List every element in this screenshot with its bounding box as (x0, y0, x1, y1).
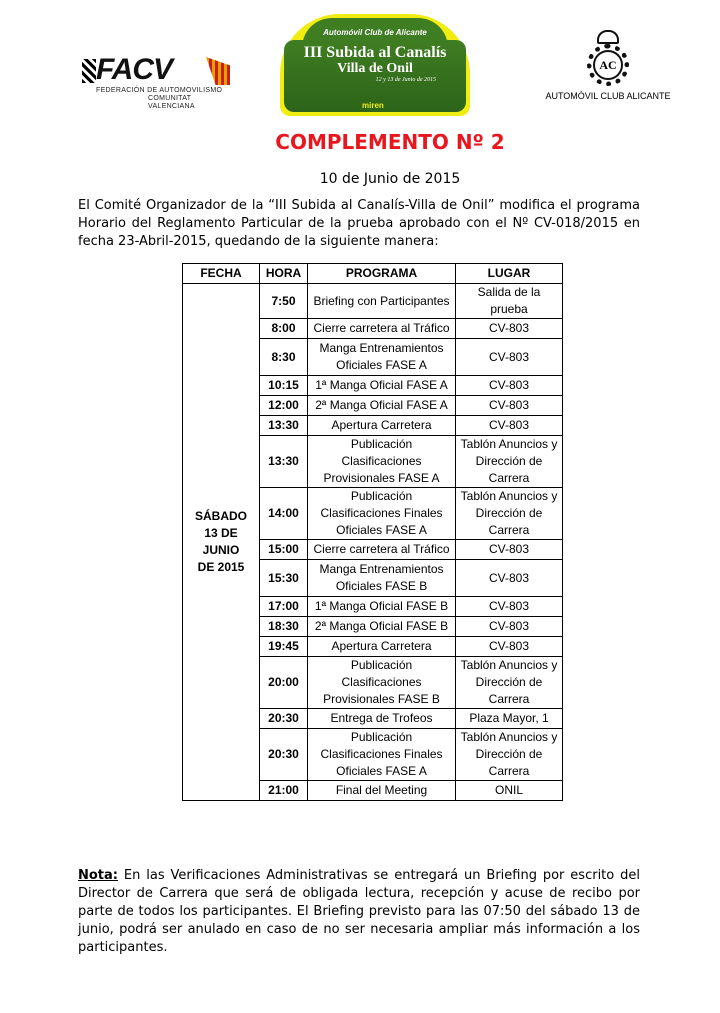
programa-cell: Publicación Clasificaciones Finales Ofic… (307, 487, 457, 540)
hora-cell: 13:30 (259, 415, 309, 436)
table-row: 20:30 Entrega de Trofeos Plaza Mayor, 1 (183, 708, 563, 729)
facv-logo: FACV FEDERACIÓN DE AUTOMOVILISMO COMUNIT… (82, 53, 232, 110)
gear-icon (587, 44, 629, 86)
lugar-cell: Tablón Anuncios y Dirección de Carrera (455, 656, 563, 709)
ac-monogram-icon: AC (593, 50, 623, 80)
facv-subtitle-1: FEDERACIÓN DE AUTOMOVILISMO (96, 87, 223, 94)
club-caption: AUTOMÓVIL CLUB ALICANTE (545, 91, 671, 101)
hora-cell: 14:00 (259, 487, 309, 540)
programa-cell: Apertura Carretera (307, 636, 457, 657)
event-plate-logo: III Subida al Canalís Villa de Onil 12 y… (280, 14, 470, 116)
plate-body: III Subida al Canalís Villa de Onil 12 y… (284, 40, 466, 112)
hora-cell: 15:30 (259, 559, 309, 597)
hora-cell: 19:45 (259, 636, 309, 657)
plate-organizer: Automóvil Club de Alicante (323, 28, 427, 37)
hora-cell: 10:15 (259, 375, 309, 396)
header-fecha: FECHA (181, 263, 261, 284)
lugar-cell: CV-803 (455, 395, 563, 416)
checkered-flag-icon (82, 59, 96, 83)
schedule-table: FECHA HORA PROGRAMA LUGAR SÁBADO 13 DE J… (181, 263, 563, 801)
hora-cell: 8:00 (259, 318, 309, 339)
programa-cell: 2ª Manga Oficial FASE A (307, 395, 457, 416)
table-row: 21:00 Final del Meeting ONIL (183, 780, 563, 801)
lugar-cell: CV-803 (455, 375, 563, 396)
hora-cell: 13:30 (259, 435, 309, 488)
programa-cell: Final del Meeting (307, 780, 457, 801)
plate-sponsor: miren (362, 101, 384, 110)
hora-cell: 20:30 (259, 728, 309, 781)
table-row: 20:00 Publicación Clasificaciones Provisi… (183, 656, 563, 709)
table-row: SÁBADO 13 DE JUNIO DE 2015 7:50 Briefing c… (181, 283, 563, 801)
lugar-cell: CV-803 (455, 539, 563, 560)
table-row: 8:00 Cierre carretera al Tráfico CV-803 (183, 318, 563, 339)
lugar-cell: CV-803 (455, 596, 563, 617)
table-row: 17:00 1ª Manga Oficial FASE B CV-803 (183, 596, 563, 617)
table-row: 13:30 Apertura Carretera CV-803 (183, 415, 563, 436)
lugar-cell: Tablón Anuncios y Dirección de Carrera (455, 435, 563, 488)
table-row: 8:30 Manga Entrenamientos Oficiales FASE … (183, 338, 563, 376)
crown-icon (597, 30, 619, 44)
programa-cell: Apertura Carretera (307, 415, 457, 436)
lugar-cell: CV-803 (455, 318, 563, 339)
programa-cell: Publicación Clasificaciones Provisionale… (307, 435, 457, 488)
table-row: 14:00 Publicación Clasificaciones Finales… (183, 487, 563, 540)
programa-cell: Cierre carretera al Tráfico (307, 318, 457, 339)
hora-cell: 18:30 (259, 616, 309, 637)
lugar-cell: ONIL (455, 780, 563, 801)
facv-wordmark: FACV (96, 53, 173, 86)
programa-cell: 1ª Manga Oficial FASE B (307, 596, 457, 617)
table-row: 19:45 Apertura Carretera CV-803 (183, 636, 563, 657)
note-text: En las Verificaciones Administrativas se… (78, 868, 640, 955)
hora-cell: 12:00 (259, 395, 309, 416)
header-programa: PROGRAMA (307, 263, 457, 284)
programa-cell: 1ª Manga Oficial FASE A (307, 375, 457, 396)
header-hora: HORA (259, 263, 309, 284)
programa-cell: Briefing con Participantes (307, 283, 457, 319)
table-header-row: FECHA HORA PROGRAMA LUGAR (181, 263, 563, 284)
programa-cell: Publicación Clasificaciones Finales Ofic… (307, 728, 457, 781)
automovil-club-logo: AC (585, 30, 631, 90)
plate-title-1: III Subida al Canalís (303, 44, 447, 61)
hora-cell: 20:00 (259, 656, 309, 709)
table-row: 15:00 Cierre carretera al Tráfico CV-803 (183, 539, 563, 560)
lugar-cell: CV-803 (455, 616, 563, 637)
intro-paragraph: El Comité Organizador de la “III Subida … (78, 198, 640, 249)
programa-cell: Entrega de Trofeos (307, 708, 457, 729)
plate-dates: 12 y 13 de Junio de 2015 (375, 77, 436, 83)
table-row: 13:30 Publicación Clasificaciones Provisi… (183, 435, 563, 488)
document-date: 10 de Junio de 2015 (319, 171, 461, 187)
programa-cell: Manga Entrenamientos Oficiales FASE A (307, 338, 457, 376)
lugar-cell: Tablón Anuncios y Dirección de Carrera (455, 728, 563, 781)
hora-cell: 7:50 (259, 283, 309, 319)
header-lugar: LUGAR (455, 263, 563, 284)
table-row: 10:15 1ª Manga Oficial FASE A CV-803 (183, 375, 563, 396)
lugar-cell: Plaza Mayor, 1 (455, 708, 563, 729)
lugar-cell: CV-803 (455, 338, 563, 376)
hora-cell: 17:00 (259, 596, 309, 617)
lugar-cell: CV-803 (455, 415, 563, 436)
programa-cell: Publicación Clasificaciones Provisionale… (307, 656, 457, 709)
page-title: COMPLEMENTO Nº 2 (275, 130, 505, 154)
hora-cell: 8:30 (259, 338, 309, 376)
lugar-cell: Tablón Anuncios y Dirección de Carrera (455, 487, 563, 540)
fecha-cell: SÁBADO 13 DE JUNIO DE 2015 (181, 283, 261, 801)
programa-cell: Manga Entrenamientos Oficiales FASE B (307, 559, 457, 597)
programa-cell: 2ª Manga Oficial FASE B (307, 616, 457, 637)
hora-cell: 21:00 (259, 780, 309, 801)
programa-cell: Cierre carretera al Tráfico (307, 539, 457, 560)
lugar-cell: Salida de la prueba (455, 283, 563, 319)
hora-cell: 15:00 (259, 539, 309, 560)
note-label: Nota: (78, 868, 118, 883)
plate-title-2: Villa de Onil (337, 61, 413, 76)
table-row: 18:30 2ª Manga Oficial FASE B CV-803 (183, 616, 563, 637)
hora-cell: 20:30 (259, 708, 309, 729)
table-row: 15:30 Manga Entrenamientos Oficiales FASE… (183, 559, 563, 597)
lugar-cell: CV-803 (455, 559, 563, 597)
facv-subtitle: FEDERACIÓN DE AUTOMOVILISMO COMUNITAT VA… (96, 87, 232, 111)
senyera-icon (206, 57, 230, 85)
note-paragraph: Nota: En las Verificaciones Administrati… (78, 867, 640, 957)
lugar-cell: CV-803 (455, 636, 563, 657)
facv-subtitle-2: COMUNITAT VALENCIANA (148, 95, 195, 110)
